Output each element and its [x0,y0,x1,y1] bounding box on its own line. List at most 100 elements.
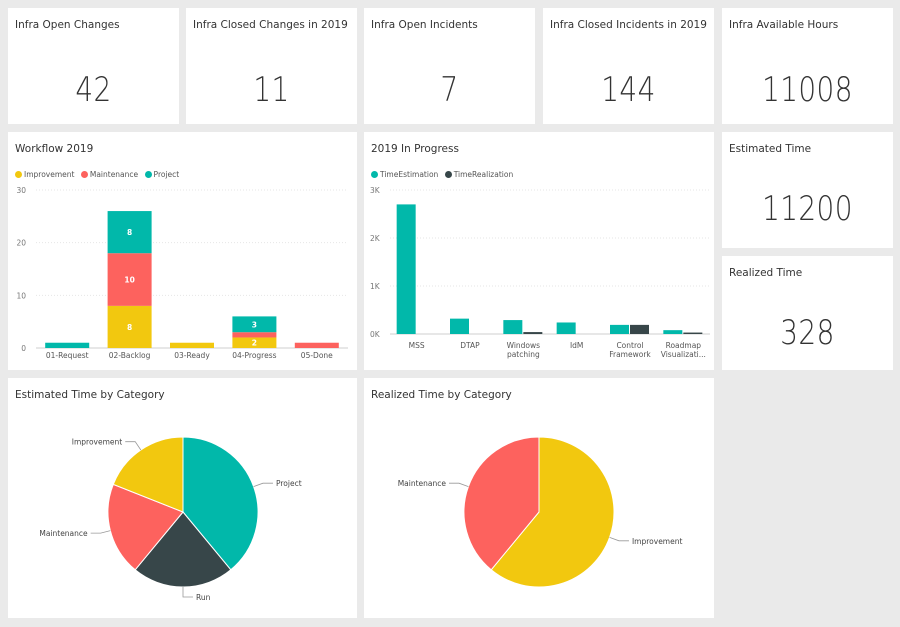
kpi-value: 11 [253,70,290,110]
legend-item-improvement[interactable]: Improvement [15,170,74,179]
pie-slice-run [134,511,232,588]
x-tick-label: 05-Done [301,351,333,360]
legend-label: TimeRealization [453,170,514,179]
bar-improvement-03-ready [170,342,214,348]
kpi-title: Infra Closed Incidents in 2019 [550,19,707,31]
leader-line [253,482,273,487]
data-label: 8 [127,323,132,332]
y-tick-label: 3K [370,186,381,195]
legend-label: TimeEstimation [380,170,439,179]
pie-label: Run [196,593,211,602]
leader-line [609,537,629,542]
y-tick-label: 30 [16,186,26,195]
pie-label: Improvement [72,438,123,447]
kpi-tile-realized-time[interactable]: Realized Time 328 [722,256,893,370]
bar-timeestimation-windows-patching [503,320,523,334]
kpi-title: Infra Closed Changes in 2019 [193,19,348,31]
kpi-value: 328 [780,313,835,353]
chart-tile-in-progress[interactable]: 2019 In Progress TimeEstimation TimeReal… [364,132,714,370]
legend-item-time-estimation[interactable]: TimeEstimation [371,170,438,179]
data-label: 10 [124,276,134,285]
kpi-tile-available-hours[interactable]: Infra Available Hours 11008 [722,8,893,124]
y-tick-label: 0K [370,330,381,339]
pie-label: Project [276,479,302,488]
kpi-tile-estimated-time[interactable]: Estimated Time 11200 [722,132,893,248]
kpi-value: 42 [75,70,112,110]
legend-label: Improvement [24,170,75,179]
x-tick-label: 03-Ready [174,351,210,360]
bar-project-02-backlog [107,211,152,254]
x-tick-label: Visualizati... [661,350,706,359]
workflow-bar-chart: 0 10 20 30 01-Request 8 10 8 02-Backlog 03-Ready 2… [16,186,348,360]
chart-tile-estimated-by-category[interactable]: Estimated Time by Category Project Run Mai… [8,378,357,618]
bar-timerealization-control-framework [630,324,649,334]
y-tick-label: 1K [370,282,381,291]
bar-timeestimation-control-framework [610,324,629,334]
x-tick-label: patching [507,350,540,359]
bar-timeestimation-roadmap-visualizati [663,330,683,334]
y-tick-label: 20 [16,239,26,248]
kpi-value: 11008 [762,70,853,110]
bar-timerealization-windows-patching [523,332,543,334]
bar-timeestimation-mss [396,204,416,334]
data-label: 2 [252,339,257,348]
kpi-value: 7 [440,70,459,110]
kpi-tile-closed-incidents[interactable]: Infra Closed Incidents in 2019 144 [543,8,714,124]
legend-item-maintenance[interactable]: Maintenance [80,170,139,179]
chart-title: 2019 In Progress [371,143,459,155]
bar-timeestimation-dtap [450,318,469,334]
x-tick-label: IdM [570,341,583,350]
pie-label: Maintenance [398,479,447,488]
x-tick-label: Framework [609,350,651,359]
kpi-title: Infra Open Changes [15,19,120,31]
chart-legend: TimeEstimation TimeRealization [371,170,517,180]
chart-tile-workflow[interactable]: Workflow 2019 Improvement Maintenance Pr… [8,132,357,370]
x-tick-label: 01-Request [46,351,89,360]
pie-label: Maintenance [39,529,88,538]
kpi-tile-open-incidents[interactable]: Infra Open Incidents 7 [364,8,535,124]
bar-timerealization-roadmap-visualizati [683,332,703,334]
legend-item-time-realization[interactable]: TimeRealization [444,170,514,179]
kpi-value: 11200 [762,189,853,229]
chart-title: Estimated Time by Category [15,389,165,401]
kpi-value: 144 [601,70,656,110]
bar-project-01-request [45,342,90,348]
kpi-tile-closed-changes[interactable]: Infra Closed Changes in 2019 11 [186,8,357,124]
x-tick-label: Windows [507,341,541,350]
legend-item-project[interactable]: Project [144,170,179,179]
pie-slice-project [182,436,259,571]
bar-improvement-04-progress [232,337,277,348]
pie-slice-maintenance [107,483,184,571]
bar-timeestimation-idm [556,322,576,334]
bar-project-04-progress [232,316,277,333]
chart-legend: Improvement Maintenance Project [15,170,183,180]
data-label: 8 [127,228,132,237]
leader-line [90,530,111,534]
bar-maintenance-02-backlog [107,253,152,306]
pie-slice-improvement [112,436,184,513]
leader-line [182,587,193,598]
pie-label: Improvement [632,537,683,546]
kpi-title: Infra Available Hours [729,19,839,31]
legend-label: Maintenance [89,170,139,179]
kpi-tile-open-changes[interactable]: Infra Open Changes 42 [8,8,179,124]
estimated-pie-chart: Project Run Maintenance Improvement [39,436,302,602]
chart-title: Realized Time by Category [371,389,512,401]
y-tick-label: 2K [370,234,381,243]
bar-improvement-02-backlog [107,305,152,348]
bar-maintenance-04-progress [232,332,277,338]
y-tick-label: 10 [16,291,26,300]
data-label: 3 [252,320,257,329]
y-tick-label: 0 [21,344,26,353]
chart-title: Workflow 2019 [15,143,94,155]
chart-tile-realized-by-category[interactable]: Realized Time by Category Improvement Mai… [364,378,714,618]
leader-line [449,482,469,487]
kpi-title: Realized Time [729,267,803,279]
x-tick-label: Control [616,341,643,350]
x-tick-label: DTAP [460,341,480,350]
x-tick-label: MSS [409,341,425,350]
x-tick-label: 02-Backlog [109,351,151,360]
kpi-title: Estimated Time [729,143,812,155]
x-tick-label: Roadmap [666,341,702,350]
